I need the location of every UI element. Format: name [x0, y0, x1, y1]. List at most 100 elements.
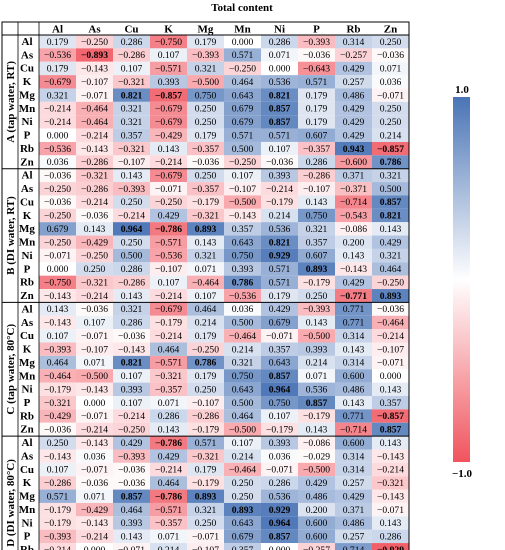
row-label-ni: Ni — [22, 250, 33, 262]
heatmap-cell — [113, 168, 150, 183]
cell-value-label: −0.500 — [229, 197, 256, 208]
row-label-mn: Mn — [19, 103, 36, 115]
heatmap-cell — [335, 155, 372, 169]
cell-value-label: −0.357 — [192, 144, 219, 155]
group-label-d: D (DI water, 80°C) — [5, 459, 17, 547]
cell-value-label: 0.536 — [306, 384, 328, 395]
heatmap-cell — [150, 302, 187, 316]
heatmap-cell — [39, 141, 76, 156]
cell-value-label: −0.214 — [81, 130, 108, 141]
cell-value-label: 0.143 — [47, 304, 69, 315]
row-label-cu: Cu — [20, 196, 34, 208]
heatmap-cell — [39, 315, 76, 330]
heatmap-cell — [76, 128, 113, 142]
heatmap-cell — [150, 222, 187, 236]
heatmap-cell — [39, 101, 76, 116]
cell-value-label: −0.250 — [377, 277, 404, 288]
cell-value-label: −0.357 — [155, 518, 182, 529]
cell-value-label: −0.071 — [81, 331, 108, 342]
heatmap-cell — [113, 543, 150, 550]
column-header-k: K — [164, 24, 173, 36]
heatmap-cell — [224, 476, 261, 490]
heatmap-cell — [224, 395, 261, 410]
heatmap-cell — [150, 369, 187, 383]
heatmap-cell — [335, 342, 372, 356]
cell-value-label: 0.536 — [269, 491, 291, 502]
heatmap-cell — [224, 289, 261, 303]
cell-value-label: 0.500 — [380, 184, 402, 195]
heatmap-cell — [335, 436, 372, 450]
heatmap-cell — [39, 88, 76, 102]
cell-value-label: 0.857 — [380, 425, 402, 436]
cell-value-label: 0.107 — [47, 331, 69, 342]
cell-value-label: 0.107 — [232, 171, 254, 182]
column-header-cu: Cu — [124, 24, 138, 36]
row-label-rb: Rb — [20, 277, 34, 289]
cell-value-label: −0.321 — [377, 478, 404, 489]
column-header-ni: Ni — [274, 24, 285, 36]
heatmap-cell — [261, 529, 298, 544]
heatmap-cell — [298, 315, 335, 330]
cell-value-label: 0.429 — [158, 451, 180, 462]
cell-value-label: −0.893 — [81, 50, 108, 61]
row-label-al: Al — [22, 303, 33, 315]
cell-value-label: −0.214 — [118, 411, 145, 422]
heatmap-cell — [76, 275, 113, 290]
cell-value-label: 0.179 — [195, 130, 217, 141]
cell-value-label: 0.250 — [380, 37, 402, 48]
heatmap-cell — [372, 436, 409, 450]
heatmap-cell — [187, 355, 224, 370]
heatmap-cell — [224, 248, 261, 263]
heatmap-cell — [335, 502, 372, 517]
heatmap-cell — [261, 48, 298, 62]
heatmap-cell — [113, 355, 150, 370]
heatmap-cell — [150, 275, 187, 290]
cell-value-label: 0.143 — [306, 318, 328, 329]
heatmap-cell — [261, 382, 298, 396]
heatmap-cell — [335, 543, 372, 550]
heatmap-cell — [76, 409, 113, 423]
heatmap-cell — [187, 128, 224, 142]
heatmap-cell — [150, 422, 187, 437]
cell-value-label: −0.179 — [266, 425, 293, 436]
heatmap-cell — [224, 543, 261, 550]
heatmap-cell — [298, 61, 335, 76]
cell-value-label: 0.357 — [232, 224, 254, 235]
heatmap-cell — [39, 195, 76, 209]
cell-value-label: 0.600 — [306, 531, 328, 542]
cell-value-label: 0.643 — [232, 518, 254, 529]
heatmap-cell — [261, 155, 298, 169]
cell-value-label: 0.214 — [158, 545, 180, 550]
cell-value-label: −0.321 — [44, 398, 71, 409]
cell-value-label: 0.464 — [232, 411, 254, 422]
cell-value-label: 0.179 — [195, 371, 217, 382]
cell-value-label: −0.286 — [81, 184, 108, 195]
cell-value-label: −0.071 — [81, 90, 108, 101]
cell-value-label: 0.107 — [232, 438, 254, 449]
heatmap-cell — [224, 422, 261, 437]
heatmap-cell — [76, 195, 113, 209]
cell-value-label: 0.286 — [121, 318, 143, 329]
heatmap-cell — [113, 195, 150, 209]
heatmap-cell — [298, 382, 335, 396]
heatmap-cell — [76, 35, 113, 49]
cell-value-label: −0.464 — [44, 371, 71, 382]
heatmap-cell — [372, 289, 409, 303]
heatmap-cell — [76, 395, 113, 410]
heatmap-cell — [298, 409, 335, 423]
heatmap-cell — [113, 48, 150, 62]
heatmap-cell — [113, 222, 150, 236]
cell-value-label: −0.750 — [155, 37, 182, 48]
cell-value-label: 0.600 — [306, 518, 328, 529]
cell-value-label: 0.107 — [121, 398, 143, 409]
cell-value-label: 0.214 — [306, 358, 328, 369]
cell-value-label: 0.679 — [232, 531, 254, 542]
cell-value-label: 0.429 — [306, 478, 328, 489]
cell-value-label: −0.250 — [44, 211, 71, 222]
heatmap-cell — [335, 476, 372, 490]
heatmap-cell — [261, 222, 298, 236]
heatmap-cell — [113, 422, 150, 437]
cell-value-label: −0.393 — [44, 344, 71, 355]
heatmap-cell — [224, 195, 261, 209]
cell-value-label: 0.250 — [195, 104, 217, 115]
